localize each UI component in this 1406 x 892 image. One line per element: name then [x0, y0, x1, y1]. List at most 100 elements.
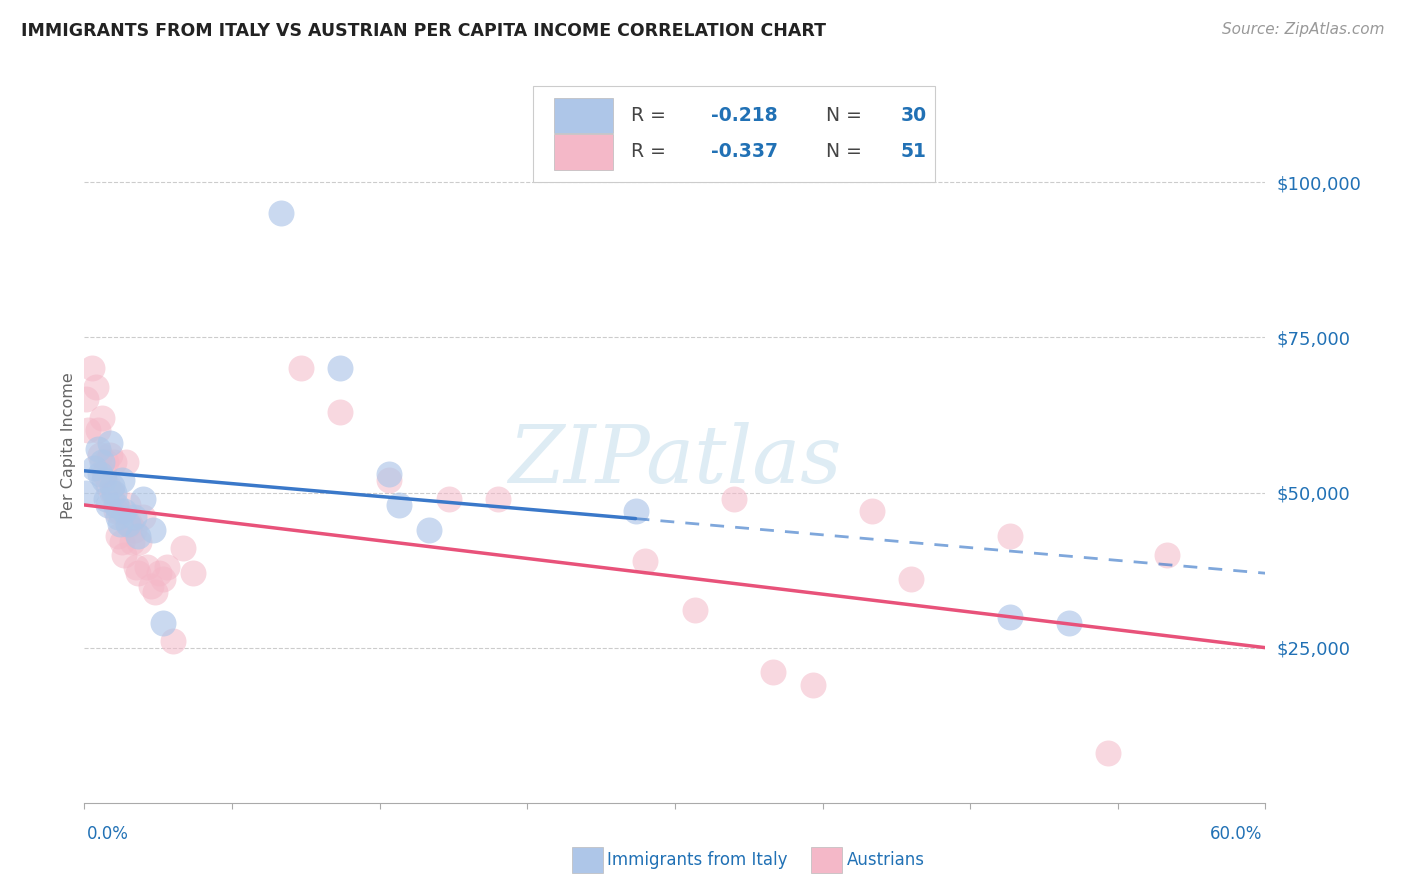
Point [181, 566, 204, 581]
Point [111, 535, 134, 549]
Point [128, 535, 150, 549]
Point [141, 579, 163, 593]
Text: Source: ZipAtlas.com: Source: ZipAtlas.com [1222, 22, 1385, 37]
Point [124, 560, 146, 574]
Point [98, 448, 121, 462]
Point [107, 529, 129, 543]
Point [101, 485, 124, 500]
Text: 51: 51 [900, 143, 927, 161]
Text: 0.0%: 0.0% [87, 825, 129, 843]
Point [290, 361, 312, 376]
Point [91, 411, 114, 425]
Point [93, 467, 115, 481]
Point [156, 560, 179, 574]
Point [84, 380, 107, 394]
Point [723, 491, 745, 506]
Point [132, 491, 155, 506]
Point [1057, 615, 1080, 630]
Point [162, 634, 184, 648]
Point [91, 454, 114, 468]
Point [624, 504, 647, 518]
Point [75, 485, 97, 500]
Point [143, 584, 166, 599]
Point [103, 485, 125, 500]
Point [152, 573, 174, 587]
Point [108, 516, 131, 531]
Point [1097, 746, 1119, 760]
Point [94, 491, 117, 506]
Point [108, 504, 131, 518]
Point [94, 454, 117, 468]
Point [117, 516, 139, 531]
Text: 60.0%: 60.0% [1211, 825, 1263, 843]
Point [114, 454, 136, 468]
Point [89, 467, 111, 481]
Text: R =: R = [631, 143, 672, 161]
Point [329, 361, 352, 376]
Point [93, 473, 115, 487]
Point [998, 529, 1021, 543]
Point [801, 678, 824, 692]
Point [1156, 548, 1178, 562]
Point [89, 448, 111, 462]
Point [683, 603, 706, 617]
Point [97, 498, 120, 512]
Point [418, 523, 440, 537]
Point [112, 504, 135, 518]
Point [329, 405, 352, 419]
Point [998, 609, 1021, 624]
Point [860, 504, 883, 518]
Point [132, 510, 155, 524]
Point [486, 491, 509, 506]
Text: ZIPatlas: ZIPatlas [508, 422, 842, 499]
Point [98, 436, 121, 450]
Point [152, 615, 174, 630]
Point [127, 529, 149, 543]
FancyBboxPatch shape [554, 98, 613, 134]
Point [117, 498, 139, 512]
Text: -0.337: -0.337 [711, 143, 779, 161]
Point [270, 206, 292, 220]
Text: Immigrants from Italy: Immigrants from Italy [607, 851, 787, 869]
Point [104, 504, 127, 518]
Point [122, 523, 145, 537]
Point [87, 424, 110, 438]
Text: IMMIGRANTS FROM ITALY VS AUSTRIAN PER CAPITA INCOME CORRELATION CHART: IMMIGRANTS FROM ITALY VS AUSTRIAN PER CA… [21, 22, 827, 40]
Point [112, 548, 135, 562]
Point [77, 424, 100, 438]
Point [127, 566, 149, 581]
Point [118, 516, 141, 531]
Text: N =: N = [827, 106, 868, 125]
Point [437, 491, 460, 506]
Point [97, 479, 120, 493]
Point [378, 473, 401, 487]
Y-axis label: Per Capita Income: Per Capita Income [60, 373, 76, 519]
Point [378, 467, 401, 481]
Point [103, 454, 125, 468]
Text: 30: 30 [900, 106, 927, 125]
Point [634, 554, 657, 568]
Point [148, 566, 170, 581]
Text: -0.218: -0.218 [711, 106, 778, 125]
Point [104, 498, 127, 512]
Point [87, 442, 110, 456]
FancyBboxPatch shape [554, 134, 613, 169]
Point [107, 510, 129, 524]
Point [172, 541, 194, 556]
Point [142, 523, 165, 537]
Text: Austrians: Austrians [846, 851, 924, 869]
Point [101, 479, 124, 493]
FancyBboxPatch shape [533, 86, 935, 182]
Point [762, 665, 785, 680]
Text: R =: R = [631, 106, 672, 125]
Point [900, 573, 922, 587]
Point [388, 498, 411, 512]
Point [83, 460, 105, 475]
Point [121, 535, 143, 549]
Point [82, 361, 104, 376]
Point [122, 510, 145, 524]
Text: N =: N = [827, 143, 868, 161]
Point [136, 560, 159, 574]
Point [111, 473, 134, 487]
Point [75, 392, 97, 407]
